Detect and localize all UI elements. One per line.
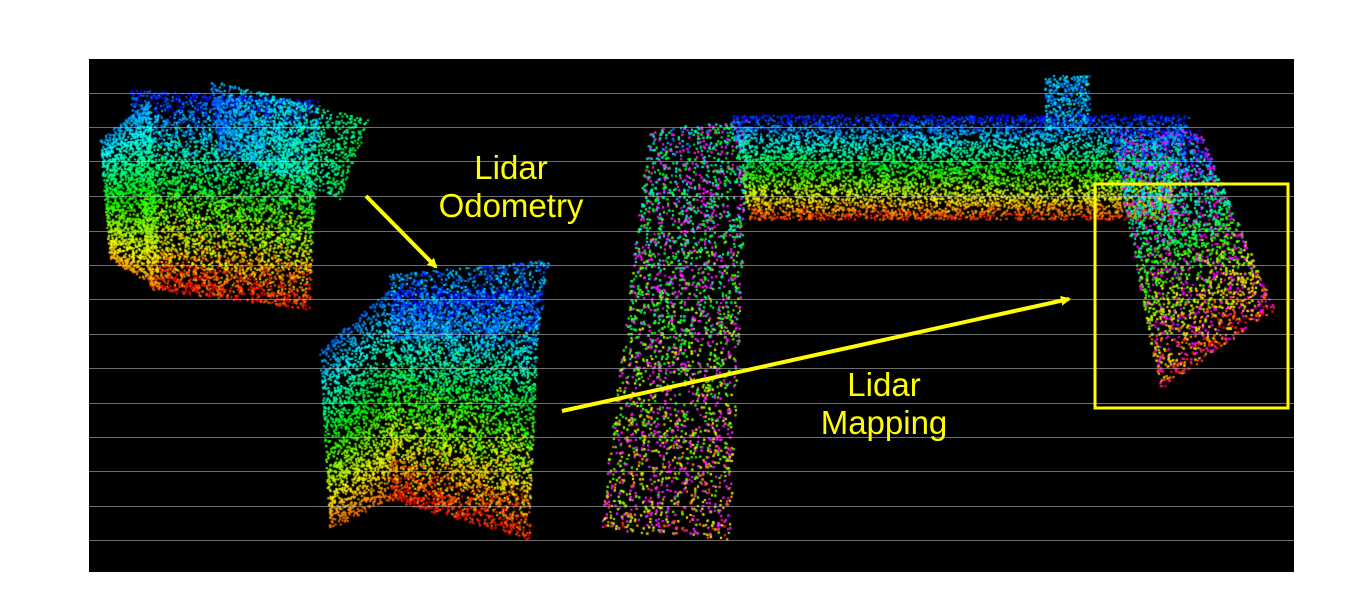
mapping-arrow	[561, 295, 1071, 413]
gridline	[89, 334, 1294, 335]
lidar-odometry-label-line1: Lidar	[474, 149, 548, 186]
point-cloud-canvas	[89, 59, 1294, 572]
gridline	[89, 127, 1294, 128]
annotation-overlay	[364, 182, 1290, 413]
gridline	[89, 403, 1294, 404]
gridline	[89, 265, 1294, 266]
gridline	[89, 299, 1294, 300]
lidar-mapping-label-line2: Mapping	[820, 404, 948, 441]
lidar-mapping-label-line1: Lidar	[847, 366, 921, 403]
lidar-figure: Lidar Odometry Lidar Mapping	[89, 59, 1294, 572]
highlight-box	[1093, 182, 1290, 410]
gridline	[89, 471, 1294, 472]
odometry-arrow	[364, 194, 438, 269]
lidar-odometry-label: Lidar Odometry	[411, 149, 611, 225]
gridline	[89, 368, 1294, 369]
gridline	[89, 506, 1294, 507]
gridline	[89, 161, 1294, 162]
gridline	[89, 437, 1294, 438]
gridline	[89, 196, 1294, 197]
gridline	[89, 93, 1294, 94]
lidar-mapping-label: Lidar Mapping	[784, 366, 984, 442]
lidar-odometry-label-line2: Odometry	[438, 187, 584, 224]
gridline	[89, 540, 1294, 541]
gridline	[89, 231, 1294, 232]
